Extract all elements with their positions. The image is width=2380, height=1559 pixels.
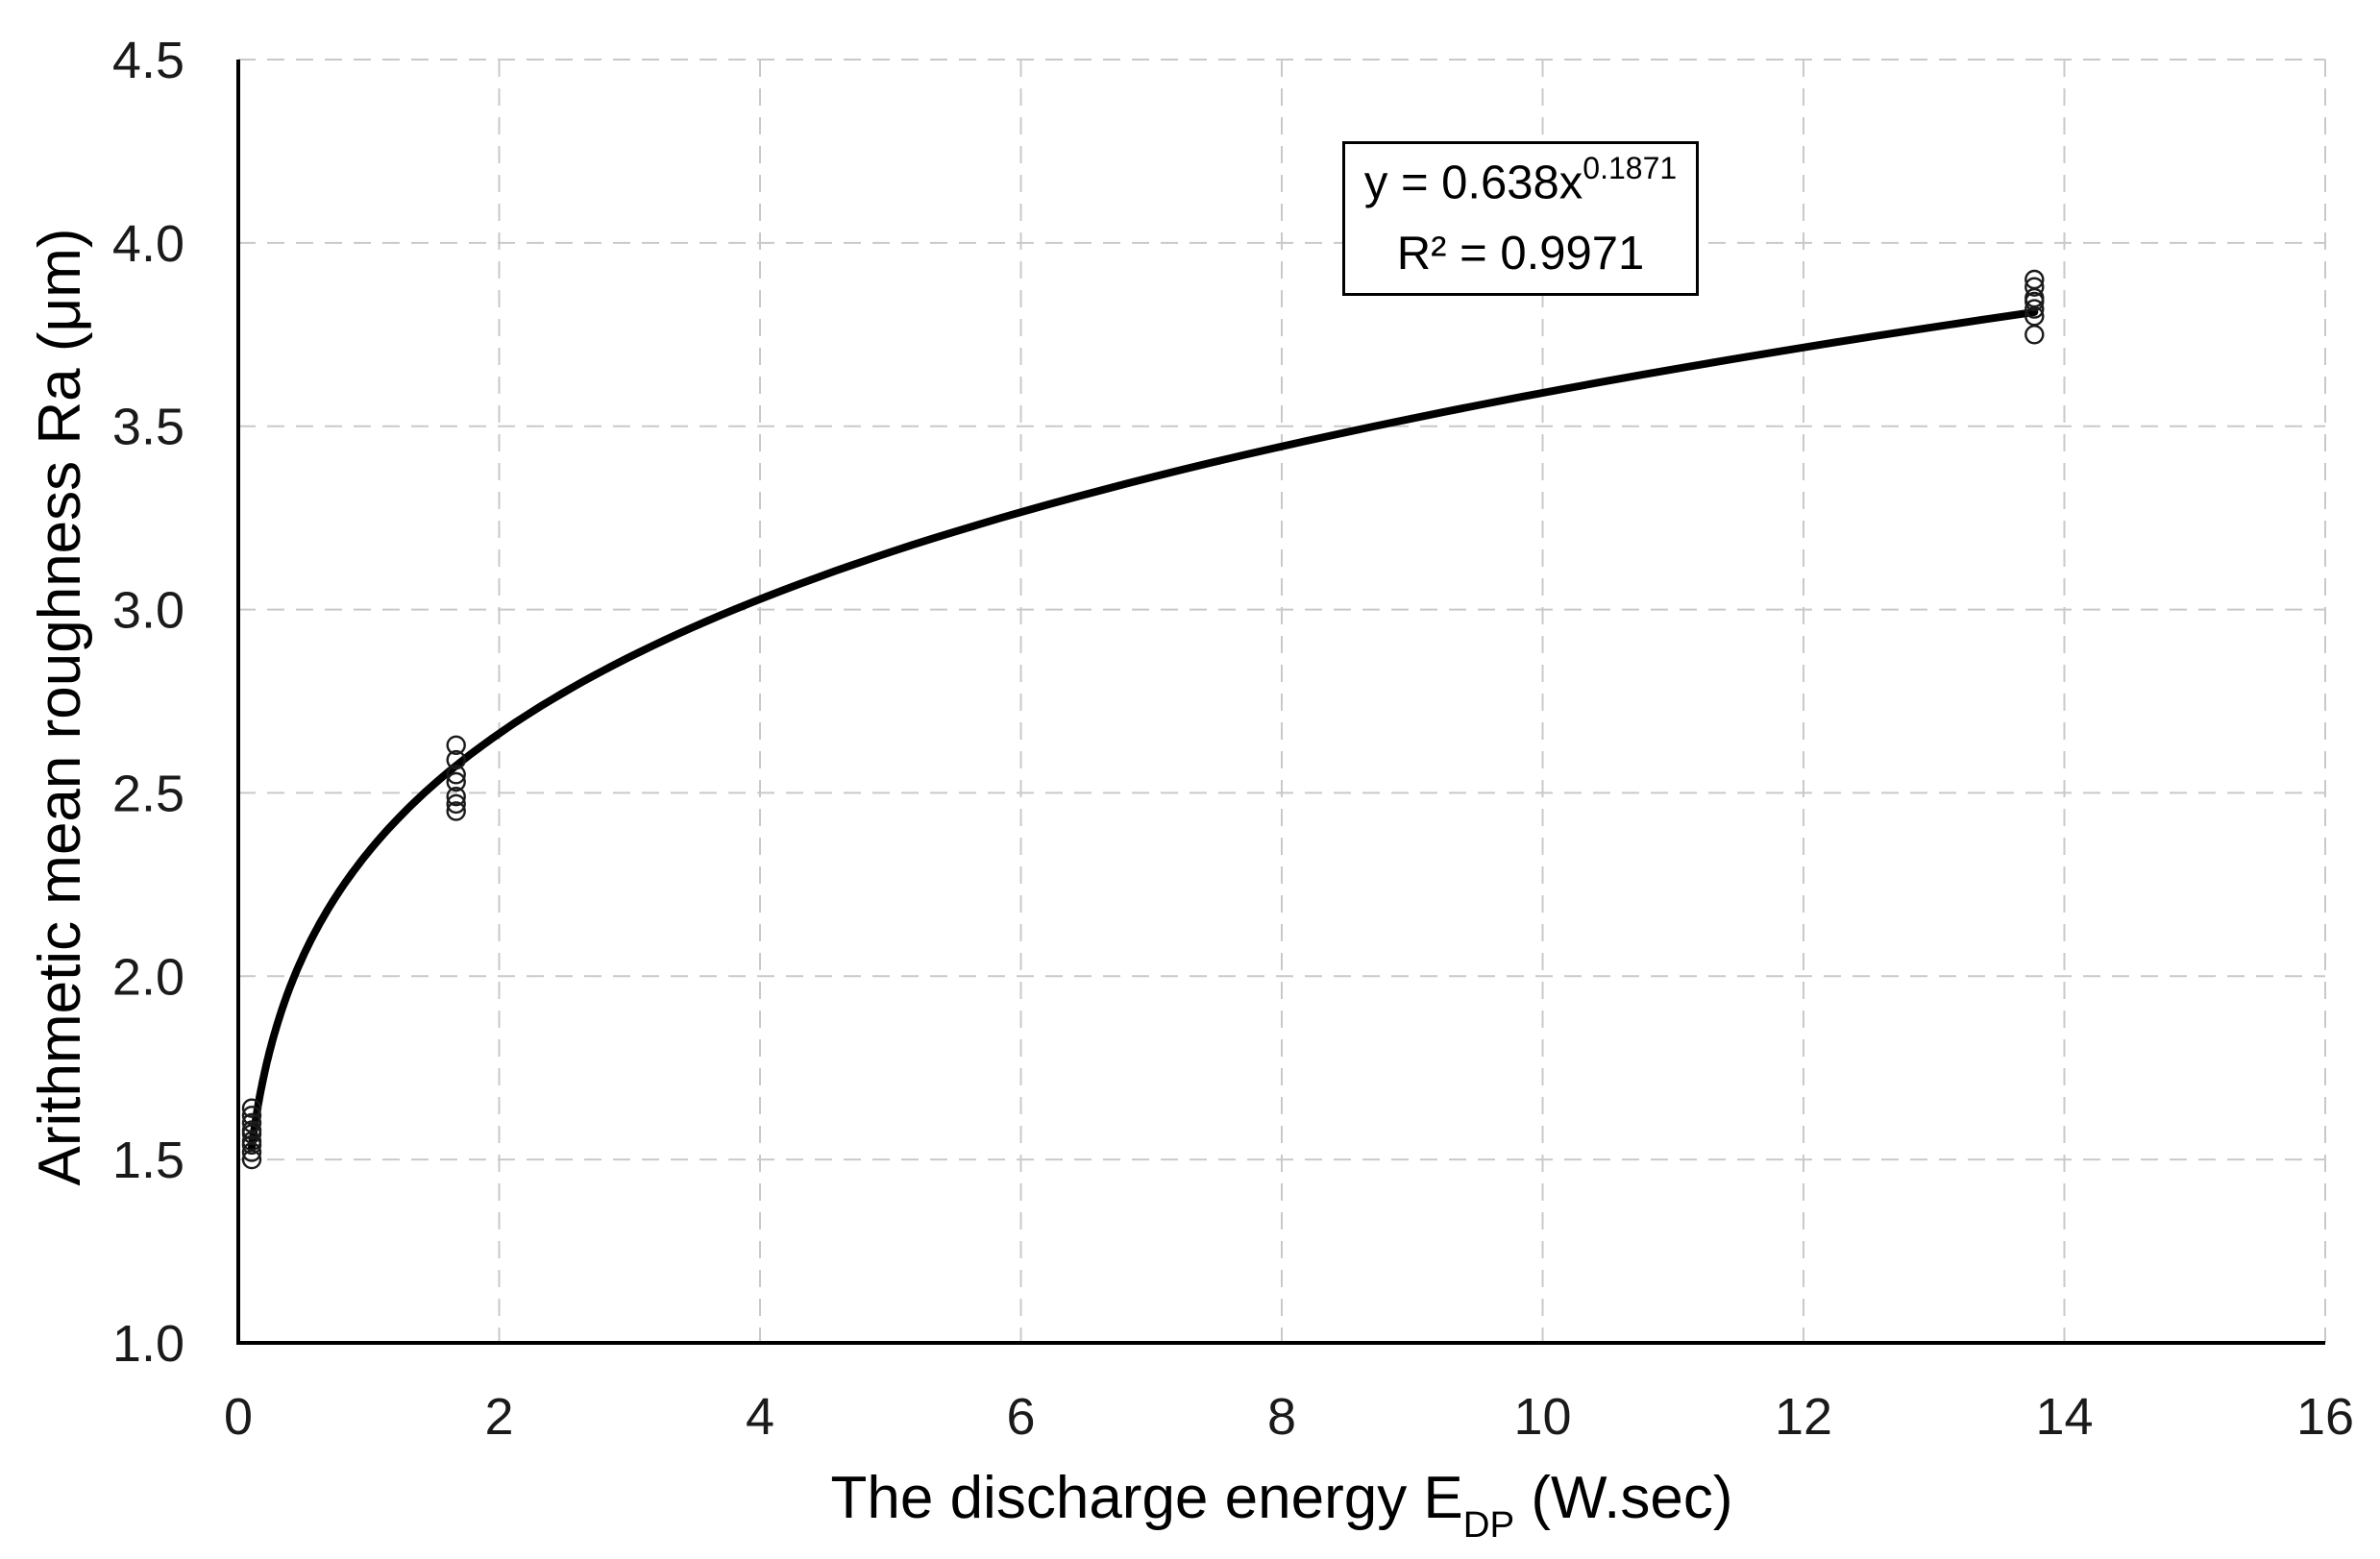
- x-tick-label: 4: [746, 1388, 774, 1446]
- y-tick-label: 1.5: [112, 1132, 184, 1189]
- data-point: [2024, 277, 2045, 297]
- data-point: [446, 787, 466, 807]
- data-point: [2024, 269, 2045, 290]
- y-axis-title-text: Arithmetic mean roughness Ra (μm): [27, 228, 93, 1186]
- trendline-equation-label: y = 0.638x0.1871 R² = 0.9971: [1342, 141, 1699, 296]
- data-point: [446, 771, 466, 792]
- data-point: [241, 1120, 262, 1140]
- data-point: [241, 1098, 262, 1118]
- trendline-r-squared: R² = 0.9971: [1396, 227, 1645, 280]
- x-tick-label: 0: [224, 1388, 253, 1446]
- trendline-curve: [248, 307, 2039, 1152]
- x-axis-title-subscript: DP: [1462, 1504, 1515, 1547]
- x-tick-label: 12: [1775, 1388, 1832, 1446]
- data-point: [241, 1106, 262, 1126]
- data-point: [446, 793, 466, 815]
- y-tick-label: 3.5: [112, 399, 184, 456]
- y-axis-title: Arithmetic mean roughness Ra (μm): [26, 59, 103, 1355]
- x-tick-label: 8: [1267, 1388, 1296, 1446]
- data-point: [446, 735, 466, 755]
- y-tick-label: 1.0: [112, 1315, 184, 1373]
- x-tick-label: 14: [2035, 1388, 2093, 1446]
- y-tick-label: 2.5: [112, 765, 184, 822]
- x-axis-title-units: (W.sec): [1514, 1465, 1733, 1531]
- data-point: [446, 765, 466, 785]
- trendline-equation-exponent: 0.1871: [1583, 150, 1678, 185]
- y-tick-label: 4.0: [112, 215, 184, 273]
- x-tick-label: 2: [484, 1388, 513, 1446]
- x-axis-title: The discharge energy EDP (W.sec): [513, 1464, 2050, 1546]
- trendline-equation-line: y = 0.638x0.1871: [1363, 150, 1678, 209]
- x-tick-label: 6: [1006, 1388, 1035, 1446]
- data-point: [241, 1112, 262, 1133]
- y-tick-label: 2.0: [112, 948, 184, 1006]
- y-tick-label: 3.0: [112, 582, 184, 640]
- x-axis-title-text: The discharge energy E: [830, 1465, 1463, 1531]
- x-tick-label: 16: [2296, 1388, 2354, 1446]
- data-point: [446, 801, 466, 821]
- data-point: [446, 749, 466, 770]
- x-tick-label: 10: [1513, 1388, 1571, 1446]
- y-tick-label: 4.5: [112, 32, 184, 89]
- data-point: [2024, 325, 2045, 345]
- data-point: [2024, 299, 2045, 319]
